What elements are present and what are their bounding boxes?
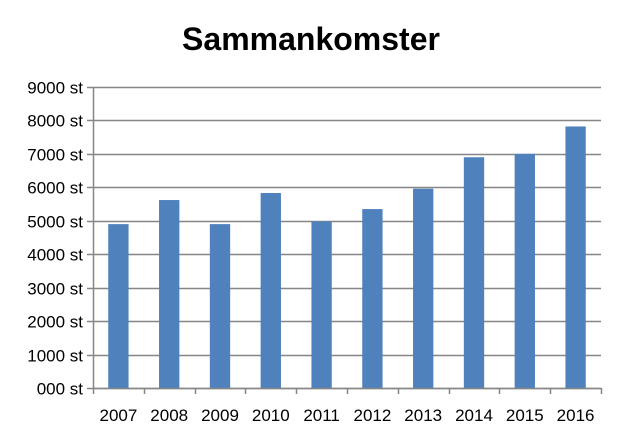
bar-2015 <box>514 153 535 388</box>
chart-title: Sammankomster <box>182 21 440 57</box>
y-tick-labels: 000 st 1000 st 2000 st 3000 st 4000 st 5000 s… <box>27 79 83 399</box>
y-tick-label: 3000 st <box>27 280 83 299</box>
bar-2016 <box>565 126 586 388</box>
axes <box>92 87 603 394</box>
y-tick-label: 2000 st <box>27 313 83 332</box>
bar-2010 <box>260 193 281 388</box>
bar-2014 <box>463 157 485 388</box>
y-tick-label: 4000 st <box>27 246 83 265</box>
bar-2007 <box>108 224 129 388</box>
x-tick-label: 2011 <box>303 406 340 425</box>
y-tick-label: 7000 st <box>27 146 83 165</box>
x-tick-label: 2016 <box>557 406 595 425</box>
y-tick-label: 6000 st <box>27 179 83 198</box>
x-tick-label: 2010 <box>252 406 290 425</box>
x-tick-label: 2009 <box>201 406 239 425</box>
bar-2012 <box>362 209 383 388</box>
x-tick-label: 2013 <box>404 406 442 425</box>
y-tick-label: 8000 st <box>27 112 83 131</box>
y-tick-label: 5000 st <box>27 213 83 232</box>
y-tick-label: 1000 st <box>27 347 83 366</box>
bar-2008 <box>159 200 180 388</box>
bar-2011 <box>311 221 332 388</box>
bar-2013 <box>413 188 434 388</box>
bars <box>108 126 586 388</box>
x-tick-labels: 2007 2008 2009 2010 2011 2012 2013 2014 2015 2016 <box>99 406 594 425</box>
x-tick-label: 2014 <box>455 406 493 425</box>
x-tick-label: 2015 <box>506 406 544 425</box>
y-tick-label: 000 st <box>37 380 84 399</box>
x-tick-label: 2012 <box>353 406 391 425</box>
bar-2009 <box>209 224 231 388</box>
x-tick-label: 2007 <box>99 406 137 425</box>
x-tick-label: 2008 <box>150 406 188 425</box>
y-tick-label: 9000 st <box>27 79 83 98</box>
